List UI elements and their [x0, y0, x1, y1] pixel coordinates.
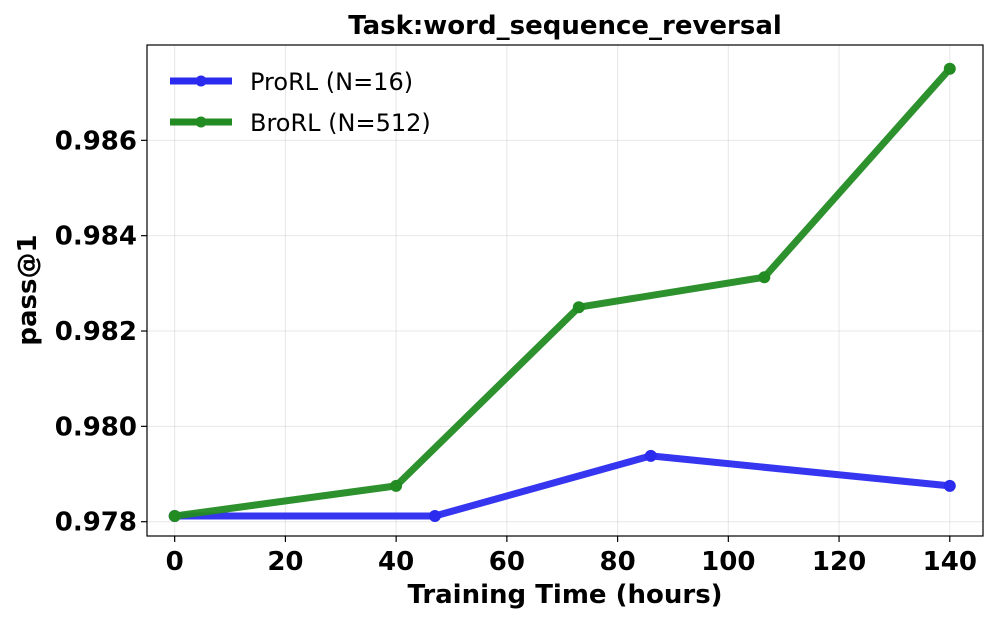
legend-marker	[195, 116, 207, 128]
legend: ProRL (N=16) BroRL (N=512)	[170, 68, 431, 137]
x-tick-label: 0	[166, 547, 184, 577]
data-point	[758, 271, 771, 284]
x-tick-label: 140	[923, 547, 977, 577]
y-tick-label: 0.982	[55, 317, 137, 347]
y-axis-label: pass@1	[13, 234, 43, 345]
data-point	[428, 510, 441, 522]
data-point	[168, 510, 181, 522]
x-tick-label: 40	[378, 547, 414, 577]
y-tick-label: 0.986	[55, 126, 137, 156]
x-tick-label: 100	[701, 547, 755, 577]
plot-area	[146, 44, 984, 537]
legend-marker	[195, 75, 207, 87]
legend-label: BroRL (N=512)	[250, 109, 431, 137]
x-axis-label: Training Time (hours)	[407, 580, 722, 610]
series-line	[171, 452, 954, 520]
grid	[147, 45, 983, 536]
legend-item: ProRL (N=16)	[170, 68, 413, 96]
data-point	[390, 479, 403, 492]
legend-label: ProRL (N=16)	[250, 68, 413, 96]
chart-title: Task:word_sequence_reversal	[348, 11, 782, 41]
x-tick-label: 80	[600, 547, 636, 577]
y-axis: 0.978 0.980 0.982 0.984 0.986	[55, 126, 147, 538]
data-point	[572, 301, 585, 314]
x-axis: 0 20 40 60 80 100 120 140	[166, 536, 977, 577]
y-tick-label: 0.984	[55, 222, 137, 252]
x-tick-label: 60	[489, 547, 525, 577]
data-point	[943, 479, 956, 492]
data-point	[943, 62, 956, 75]
legend-item: BroRL (N=512)	[170, 109, 431, 137]
data-point	[644, 449, 657, 462]
series-lines	[168, 62, 956, 522]
x-tick-label: 20	[267, 547, 303, 577]
series-1	[168, 62, 956, 522]
y-tick-label: 0.978	[55, 508, 137, 538]
y-tick-label: 0.980	[55, 412, 137, 442]
x-tick-label: 120	[812, 547, 866, 577]
series-0	[168, 449, 956, 522]
